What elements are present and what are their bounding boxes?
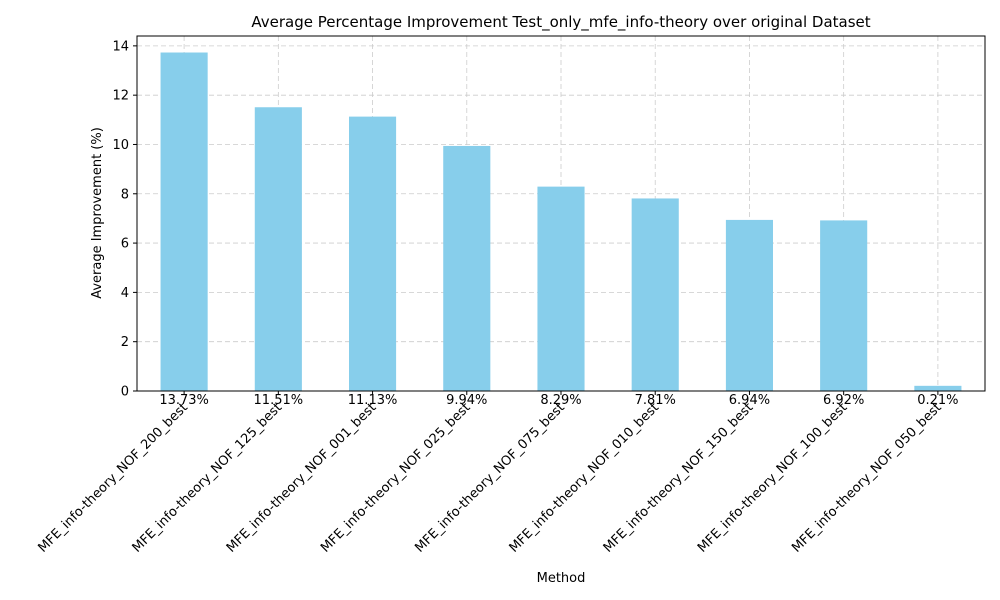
y-ticks: 0 2 4 6 8 10 12 14	[112, 39, 137, 400]
bar	[914, 385, 962, 391]
chart-title: Average Percentage Improvement Test_only…	[251, 13, 870, 32]
x-ticks: MFE_info-theory_NOF_200_bestMFE_info-the…	[35, 391, 945, 556]
x-tick-label: MFE_info-theory_NOF_050_best	[789, 400, 945, 556]
data-label: 6.94%	[729, 393, 770, 408]
x-axis-label: Method	[537, 571, 586, 586]
bar	[537, 186, 585, 391]
bar	[725, 219, 773, 391]
y-tick-label: 4	[121, 286, 129, 301]
y-tick-label: 14	[112, 39, 129, 54]
value-labels: 13.73% 11.51% 11.13% 9.94% 8.29% 7.81% 6.94% 6.…	[159, 393, 958, 408]
y-tick-label: 8	[121, 187, 129, 202]
bar	[631, 198, 679, 391]
y-axis-label: Average Improvement (%)	[90, 127, 105, 299]
data-label: 7.81%	[635, 393, 676, 408]
data-label: 9.94%	[446, 393, 487, 408]
x-tick-label: MFE_info-theory_NOF_075_best	[412, 400, 568, 556]
x-tick-label: MFE_info-theory_NOF_150_best	[601, 400, 757, 556]
bar	[820, 220, 868, 391]
bar	[160, 52, 208, 391]
data-label: 11.13%	[348, 393, 398, 408]
y-tick-label: 12	[112, 89, 129, 104]
data-label: 11.51%	[254, 393, 304, 408]
x-tick-label: MFE_info-theory_NOF_001_best	[224, 400, 380, 556]
x-tick-label: MFE_info-theory_NOF_200_best	[35, 400, 191, 556]
data-label: 0.21%	[917, 393, 958, 408]
data-label: 8.29%	[540, 393, 581, 408]
bar	[254, 107, 302, 392]
x-tick-label: MFE_info-theory_NOF_010_best	[507, 400, 663, 556]
y-tick-label: 10	[112, 138, 129, 153]
y-tick-label: 2	[121, 335, 129, 350]
x-tick-label: MFE_info-theory_NOF_100_best	[695, 400, 851, 556]
data-label: 13.73%	[159, 393, 209, 408]
x-tick-label: MFE_info-theory_NOF_125_best	[130, 400, 286, 556]
x-tick-label: MFE_info-theory_NOF_025_best	[318, 400, 474, 556]
bar	[443, 145, 491, 391]
bar	[349, 116, 397, 391]
bars-layer	[160, 52, 962, 392]
y-tick-label: 6	[121, 237, 129, 252]
data-label: 6.92%	[823, 393, 864, 408]
y-tick-label: 0	[121, 385, 129, 400]
